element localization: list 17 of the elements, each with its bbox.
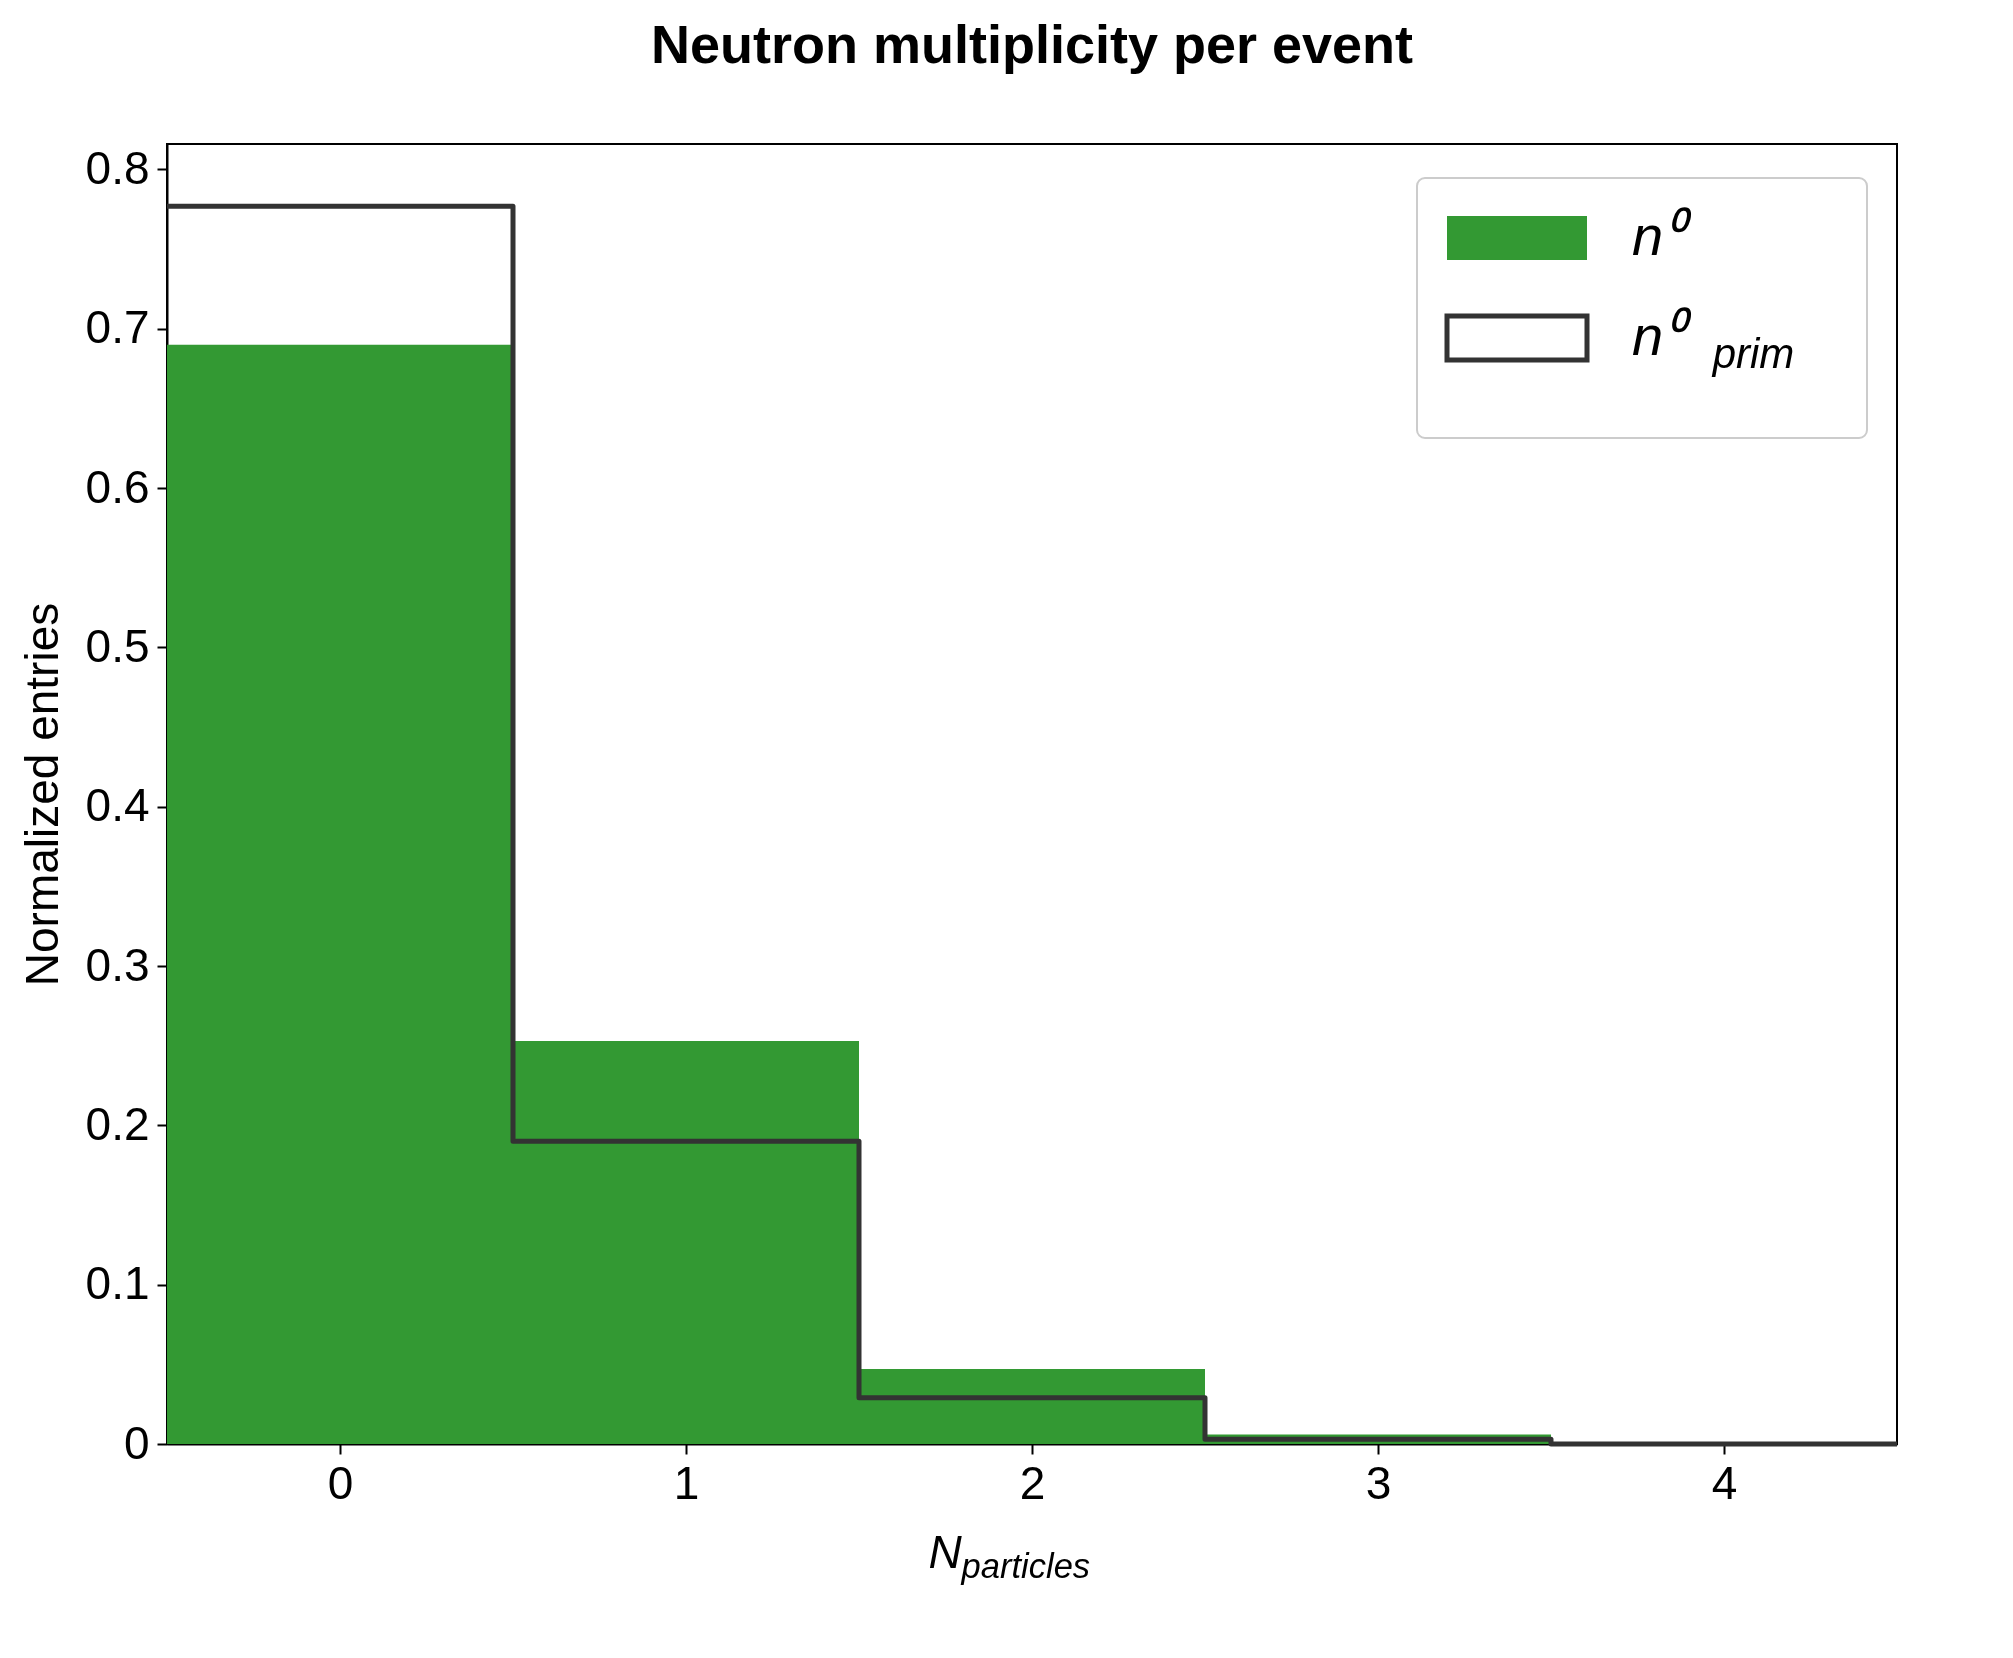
y-tick-label: 0.2: [85, 1097, 150, 1150]
x-tick-label: 1: [673, 1456, 700, 1509]
y-tick-label: 0.1: [85, 1257, 150, 1310]
y-axis-title: Normalized entries: [15, 602, 68, 987]
y-tick-label: 0.8: [85, 141, 150, 194]
x-tick-label: 2: [1019, 1456, 1046, 1509]
y-tick-label: 0: [123, 1416, 150, 1469]
y-tick-label: 0.7: [85, 301, 150, 354]
y-tick-label: 0.5: [85, 619, 150, 672]
x-tick-label: 3: [1365, 1456, 1392, 1509]
legend-label: n⁰: [1632, 204, 1693, 267]
chart-title: Neutron multiplicity per event: [650, 14, 1414, 74]
y-tick-label: 0.3: [85, 938, 150, 991]
y-tick-label: 0.4: [85, 779, 150, 832]
y-tick-label: 0.6: [85, 460, 150, 513]
x-tick-label: 0: [327, 1456, 354, 1509]
x-tick-label: 4: [1711, 1456, 1738, 1509]
